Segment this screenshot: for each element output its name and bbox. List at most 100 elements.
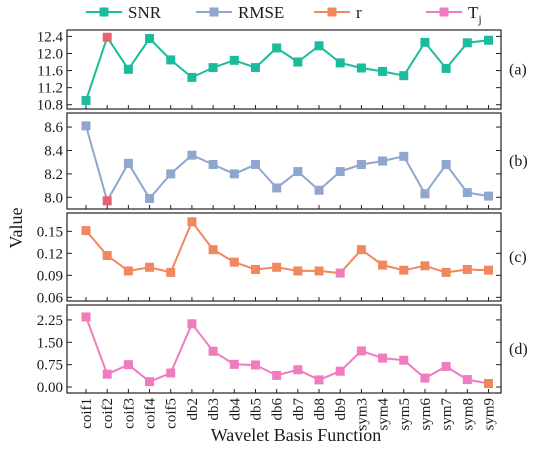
data-point-Tj-sym7 [441,361,451,371]
data-point-Tj-sym6 [420,373,430,383]
legend: SNR RMSE r Tj [86,3,482,26]
data-point-Tj-db5 [250,360,260,370]
x-tick-label-sym4: sym4 [376,398,392,431]
data-point-r-sym4 [378,260,388,270]
data-point-r-coif4 [145,262,155,272]
data-point-Tj-db2 [187,319,197,329]
y-tick-label: 11.2 [37,81,63,97]
data-point-SNR-sym5 [399,71,409,81]
data-point-r-sym6 [420,261,430,271]
y-tick-label: 8.4 [44,143,63,159]
x-tick-label-coif3: coif3 [121,398,137,429]
legend-label: SNR [128,3,162,22]
data-point-RMSE-sym8 [462,188,472,198]
x-tick-label-db7: db7 [291,398,307,421]
x-tick-label-sym8: sym8 [460,398,476,431]
data-point-r-db7 [293,266,303,276]
x-tick-label-coif4: coif4 [143,398,159,429]
panel-label: (c) [509,249,527,266]
data-point-Tj-sym3 [356,346,366,356]
x-tick-label-db8: db8 [312,398,328,421]
legend-marker [439,7,449,17]
x-tick-label-db4: db4 [227,398,243,421]
panel-b: 8.0 8.2 8.4 8.6 (b) [44,112,528,210]
y-tick-label: 0.09 [37,268,63,284]
panel-label: (d) [509,341,528,358]
y-tick-label: 10.8 [37,98,63,114]
data-point-Tj-db4 [229,359,239,369]
data-point-SNR-coif5 [166,55,176,65]
data-point-RMSE-coif2 [102,196,112,206]
data-point-RMSE-coif1 [81,121,91,131]
data-point-SNR-sym3 [356,63,366,73]
data-point-r-db5 [250,264,260,274]
data-point-SNR-sym9 [484,35,493,45]
data-point-RMSE-coif5 [166,169,176,179]
x-tick-label-sym3: sym3 [354,398,370,431]
data-point-SNR-db9 [335,58,345,68]
data-point-Tj-coif5 [166,368,176,378]
data-point-Tj-db8 [314,375,324,385]
y-tick-label: 12.4 [37,29,64,45]
y-tick-label: 8.6 [44,120,63,136]
y-tick-label: 8.0 [44,190,63,206]
data-point-SNR-db2 [187,72,197,82]
x-tick-label-coif1: coif1 [79,398,95,429]
x-tick-label-db9: db9 [333,398,349,421]
data-point-SNR-db6 [272,43,282,53]
data-point-RMSE-db7 [293,167,303,177]
data-point-SNR-sym6 [420,37,430,47]
data-point-RMSE-sym9 [484,191,493,201]
x-tick-label-sym9: sym9 [482,398,498,431]
x-tick-label-sym6: sym6 [418,398,434,431]
series-line-Tj [85,316,489,385]
y-tick-label: 0.06 [37,290,64,306]
data-point-r-coif3 [123,266,133,276]
data-point-r-db6 [272,262,282,272]
data-point-r-sym5 [399,265,409,275]
legend-item-2: r [314,3,362,22]
y-tick-label: 0.12 [37,246,63,262]
data-point-r-coif5 [166,267,176,277]
data-point-Tj-db3 [208,346,218,356]
panel-d: 0.00 0.75 1.50 2.25 (d) [37,304,528,396]
y-tick-label: 0.75 [37,358,63,374]
x-tick-labels: coif1 coif2 coif3 coif4 coif5 db2 db3 db4 db5 db6… [79,398,498,431]
panel-frame [66,29,502,110]
x-tick-label-db5: db5 [248,398,264,421]
data-point-RMSE-db5 [250,160,260,170]
data-point-Tj-db9 [335,366,345,376]
chart-panels: 10.811.211.6 12.012.4 (a) 8.0 8.2 8.4 8.6 (b) 0.… [37,29,528,396]
panel-label: (a) [509,62,527,79]
data-point-SNR-db4 [229,55,239,65]
data-point-RMSE-db8 [314,185,324,195]
data-point-SNR-coif1 [81,95,91,105]
data-point-SNR-db7 [293,57,303,67]
data-point-r-db3 [208,245,218,255]
data-point-Tj-db7 [293,365,303,375]
data-point-RMSE-coif4 [145,193,155,203]
x-tick-label-coif2: coif2 [100,398,116,429]
data-point-RMSE-db3 [208,160,218,170]
panel-frame [66,212,502,302]
data-point-SNR-coif4 [145,34,155,44]
data-point-r-coif2 [102,251,112,261]
panel-a: 10.811.211.6 12.012.4 (a) [37,29,527,114]
legend-item-0: SNR [86,3,162,22]
data-point-r-sym7 [441,267,451,277]
data-point-r-db2 [187,217,197,227]
data-point-r-sym3 [356,245,366,255]
y-tick-label: 2.25 [37,313,63,329]
data-point-RMSE-db4 [229,169,239,179]
legend-label: RMSE [238,3,284,22]
data-point-RMSE-sym3 [356,160,366,170]
data-point-Tj-coif1 [81,312,91,322]
legend-label: Tj [468,3,482,26]
data-point-RMSE-sym4 [378,156,388,166]
data-point-SNR-sym8 [462,38,472,48]
y-axis-title: Value [6,207,26,248]
data-point-Tj-sym8 [462,375,472,385]
data-point-SNR-db5 [250,63,260,73]
data-point-r-db4 [229,257,239,267]
